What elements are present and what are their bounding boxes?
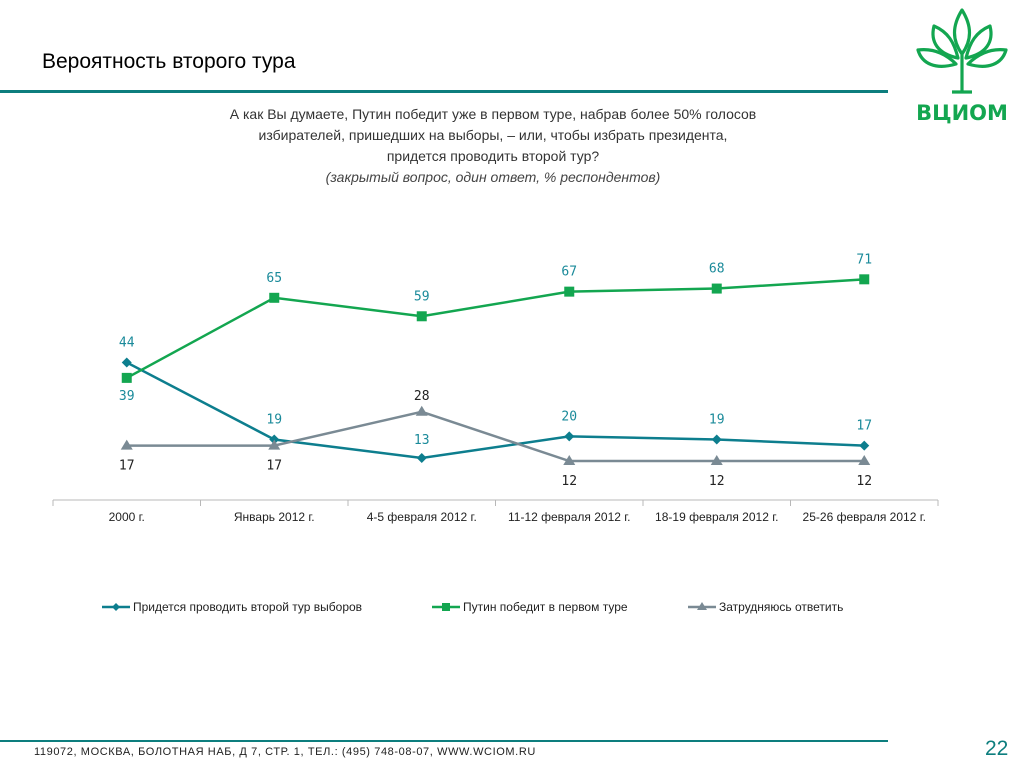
x-tick-label: 11-12 февраля 2012 г. bbox=[508, 510, 631, 524]
series-line bbox=[126, 410, 865, 463]
data-point bbox=[268, 439, 281, 450]
data-point bbox=[416, 452, 427, 463]
data-label: 59 bbox=[414, 289, 430, 304]
data-point bbox=[564, 431, 575, 442]
x-tick-label: 4-5 февраля 2012 г. bbox=[367, 510, 477, 524]
x-tick-label: 25-26 февраля 2012 г. bbox=[803, 510, 926, 524]
legend-marker bbox=[697, 602, 707, 610]
logo-text: ВЦИОМ bbox=[916, 101, 1008, 125]
data-label: 65 bbox=[266, 271, 282, 286]
legend-marker bbox=[442, 603, 450, 611]
data-point bbox=[564, 286, 575, 297]
data-point bbox=[711, 434, 722, 445]
data-point bbox=[269, 434, 280, 445]
data-label: 17 bbox=[119, 459, 135, 474]
data-point bbox=[416, 311, 427, 322]
wciom-logo: ВЦИОМ bbox=[916, 8, 1008, 125]
data-point bbox=[415, 405, 428, 416]
footer-divider bbox=[0, 740, 888, 742]
series-line bbox=[126, 361, 865, 460]
question-line-1: А как Вы думаете, Путин победит уже в пе… bbox=[229, 106, 757, 122]
data-point bbox=[120, 439, 133, 450]
question-line-3: придется проводить второй тур? bbox=[386, 148, 600, 164]
legend-label: Придется проводить второй тур выборов bbox=[133, 600, 362, 614]
data-label: 20 bbox=[561, 409, 577, 424]
legend-label: Затрудняюсь ответить bbox=[719, 600, 843, 614]
data-label: 68 bbox=[709, 262, 725, 277]
x-tick-label: 2000 г. bbox=[109, 510, 145, 524]
data-point bbox=[710, 455, 723, 466]
legend-label: Путин победит в первом туре bbox=[463, 600, 628, 614]
survey-question: А как Вы думаете, Путин победит уже в пе… bbox=[160, 104, 826, 188]
data-label: 28 bbox=[414, 389, 430, 404]
data-label: 67 bbox=[561, 265, 577, 280]
data-point bbox=[859, 440, 870, 451]
data-label: 12 bbox=[709, 474, 725, 489]
x-tick-label: Январь 2012 г. bbox=[234, 510, 315, 524]
data-point bbox=[859, 274, 870, 285]
data-point bbox=[121, 357, 132, 368]
data-label: 71 bbox=[856, 252, 872, 267]
data-point bbox=[711, 283, 722, 294]
data-label: 19 bbox=[266, 412, 282, 427]
data-label: 19 bbox=[709, 412, 725, 427]
slide-title: Вероятность второго тура bbox=[42, 50, 296, 73]
x-tick-label: 18-19 февраля 2012 г. bbox=[655, 510, 778, 524]
data-point bbox=[858, 455, 871, 466]
series-line bbox=[126, 278, 865, 379]
data-label: 44 bbox=[119, 335, 135, 350]
data-label: 17 bbox=[266, 459, 282, 474]
data-point bbox=[121, 372, 132, 383]
question-note: (закрытый вопрос, один ответ, % респонде… bbox=[325, 169, 661, 185]
title-divider bbox=[0, 90, 888, 93]
data-label: 39 bbox=[119, 389, 135, 404]
footer-address: 119072, МОСКВА, БОЛОТНАЯ НАБ, Д 7, СТР. … bbox=[34, 746, 536, 758]
data-point bbox=[563, 455, 576, 466]
legend-marker bbox=[112, 603, 120, 611]
data-label: 17 bbox=[856, 419, 872, 434]
question-line-2: избирателей, пришедших на выборы, – или,… bbox=[258, 127, 728, 143]
data-label: 12 bbox=[561, 474, 577, 489]
data-label: 13 bbox=[414, 433, 430, 448]
data-label: 12 bbox=[856, 474, 872, 489]
page-number: 22 bbox=[985, 737, 1009, 760]
data-point bbox=[269, 292, 280, 303]
